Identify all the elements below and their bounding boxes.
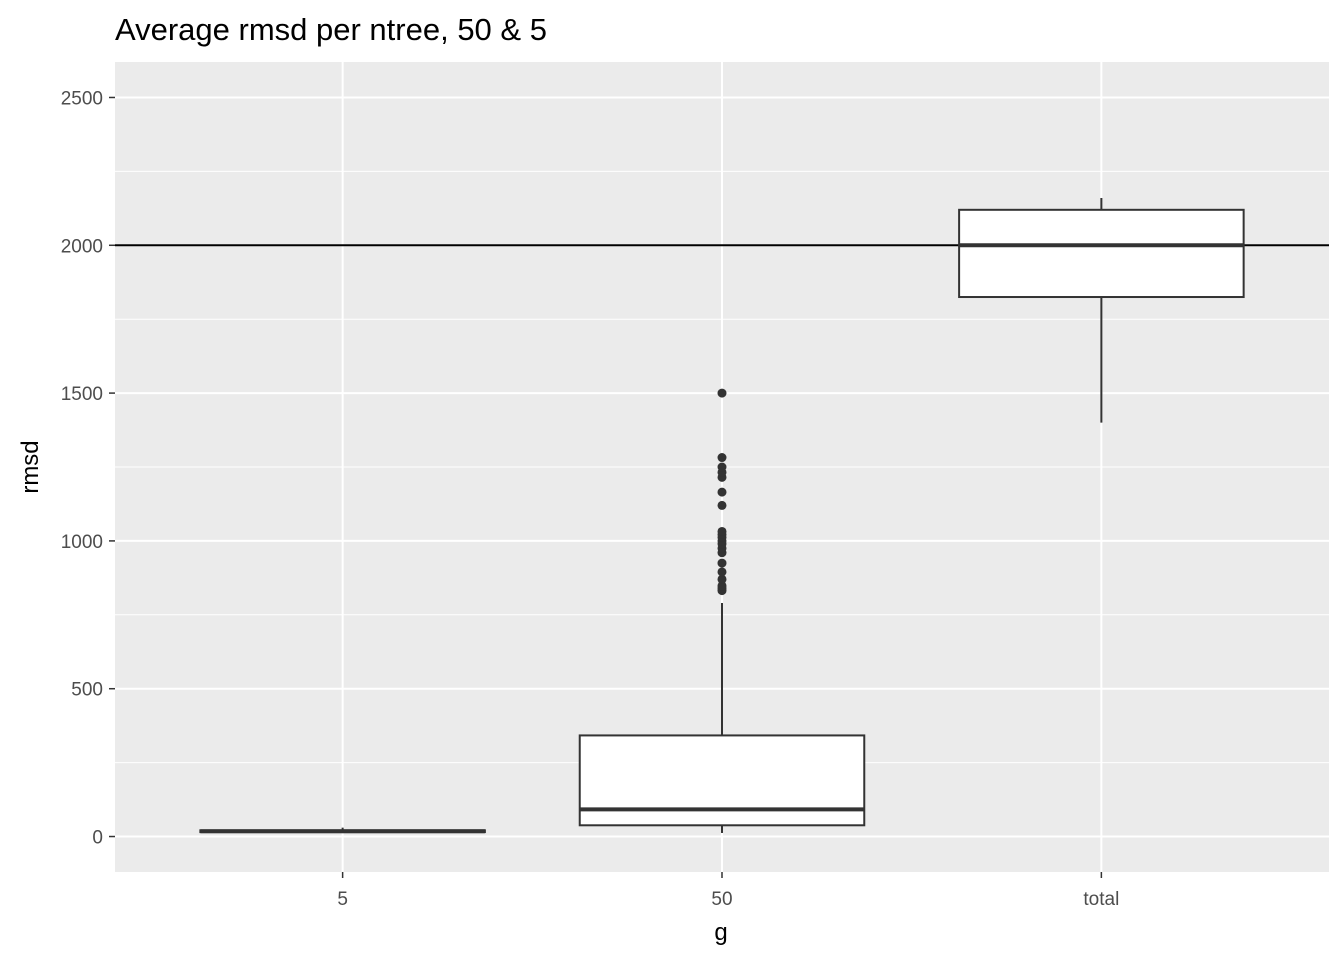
x-tick-label: 5 [337,889,348,910]
y-tick-label: 1000 [61,532,103,553]
outlier-point [717,581,727,591]
y-tick-label: 0 [92,828,103,849]
boxplot-boxes [199,197,1245,834]
x-axis: 5 50 total [337,872,1119,910]
chart-title: Average rmsd per ntree, 50 & 5 [115,12,547,47]
outlier-point [717,462,727,472]
outlier-point [717,388,727,398]
iqr-box [578,734,866,827]
outlier-point [717,453,727,463]
outlier-points [717,388,727,596]
y-tick-label: 2500 [61,88,103,109]
outlier-point [717,567,727,577]
outlier-point [717,526,727,536]
y-axis-title: rmsd [17,440,44,493]
x-axis-title: g [714,919,727,946]
y-tick-label: 2000 [61,236,103,257]
y-axis: 0 500 1000 1500 2000 2500 [61,88,115,849]
iqr-box [958,208,1245,299]
outlier-point [717,500,727,510]
y-tick-label: 500 [71,680,103,701]
x-tick-label: 50 [711,889,732,910]
outlier-point [717,574,727,584]
outlier-point [717,558,727,568]
outlier-point [717,487,727,497]
y-tick-label: 1500 [61,384,103,405]
x-tick-label: total [1083,889,1119,910]
